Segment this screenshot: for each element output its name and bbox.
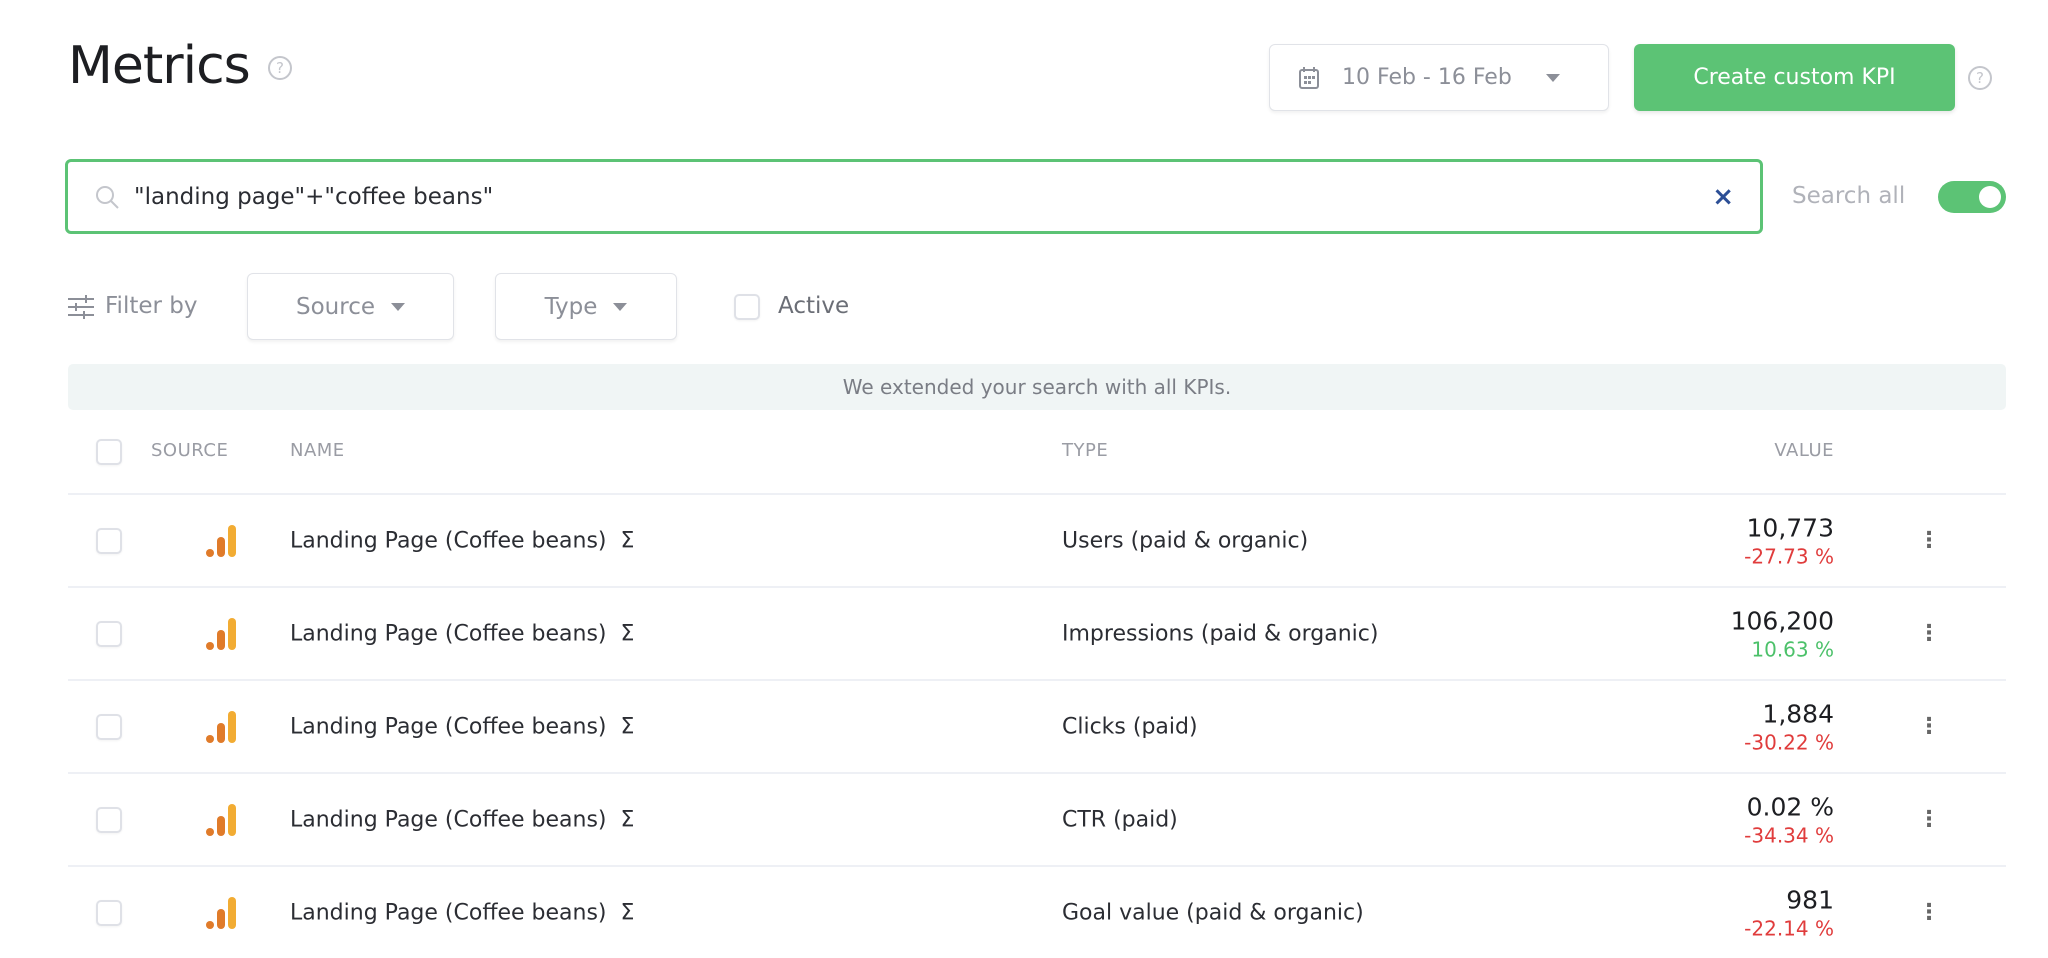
table-row[interactable]: Landing Page (Coffee beans) Σ Users (pai… [68, 493, 2006, 586]
google-analytics-icon [206, 896, 236, 929]
kpi-name[interactable]: Landing Page (Coffee beans) Σ [290, 900, 634, 925]
kpi-name-text: Landing Page (Coffee beans) [290, 528, 607, 553]
source-filter-dropdown[interactable]: Source [247, 273, 454, 340]
kpi-value-cell: 106,200 10.63 % [1731, 606, 1834, 661]
search-input[interactable] [134, 183, 1713, 210]
search-all-label: Search all [1792, 183, 1906, 209]
kpi-value-cell: 0.02 % -34.34 % [1744, 792, 1834, 847]
search-all-toggle[interactable] [1938, 181, 2006, 213]
kpi-value-cell: 1,884 -30.22 % [1744, 699, 1834, 754]
column-header-source[interactable]: SOURCE [151, 440, 229, 461]
more-options-icon[interactable]: ⋮ [1918, 806, 1940, 832]
google-analytics-icon [206, 524, 236, 557]
more-options-icon[interactable]: ⋮ [1918, 620, 1940, 646]
type-filter-dropdown[interactable]: Type [495, 273, 677, 340]
active-label: Active [778, 293, 850, 319]
kpi-name[interactable]: Landing Page (Coffee beans) Σ [290, 621, 634, 646]
filter-sliders-icon [68, 295, 94, 319]
kpi-type: Goal value (paid & organic) [1062, 900, 1364, 925]
help-icon[interactable]: ? [1968, 66, 1992, 90]
date-range-label: 10 Feb - 16 Feb [1342, 65, 1512, 90]
table-row[interactable]: Landing Page (Coffee beans) Σ CTR (paid)… [68, 772, 2006, 865]
row-checkbox[interactable] [96, 620, 122, 647]
calendar-icon [1299, 66, 1319, 89]
date-range-picker[interactable]: 10 Feb - 16 Feb [1269, 44, 1609, 111]
column-header-value[interactable]: VALUE [1774, 440, 1834, 461]
row-checkbox[interactable] [96, 713, 122, 740]
sum-icon: Σ [620, 621, 635, 646]
kpi-name-text: Landing Page (Coffee beans) [290, 621, 607, 646]
google-analytics-icon [206, 710, 236, 743]
kpi-value-cell: 981 -22.14 % [1744, 885, 1834, 940]
kpi-value-cell: 10,773 -27.73 % [1744, 513, 1834, 568]
column-header-name[interactable]: NAME [290, 440, 345, 461]
clear-search-icon[interactable]: × [1712, 181, 1734, 212]
kpi-change: -27.73 % [1744, 544, 1834, 568]
kpi-name[interactable]: Landing Page (Coffee beans) Σ [290, 807, 634, 832]
more-options-icon[interactable]: ⋮ [1918, 527, 1940, 553]
row-checkbox[interactable] [96, 899, 122, 926]
kpi-name-text: Landing Page (Coffee beans) [290, 714, 607, 739]
kpi-type: CTR (paid) [1062, 807, 1178, 832]
table-row[interactable]: Landing Page (Coffee beans) Σ Goal value… [68, 865, 2006, 958]
sum-icon: Σ [620, 807, 635, 832]
sum-icon: Σ [620, 900, 635, 925]
more-options-icon[interactable]: ⋮ [1918, 899, 1940, 925]
page-title: Metrics [68, 36, 251, 96]
kpi-type: Clicks (paid) [1062, 714, 1198, 739]
row-checkbox[interactable] [96, 806, 122, 833]
source-filter-label: Source [296, 293, 375, 320]
search-icon [96, 185, 119, 209]
kpi-name-text: Landing Page (Coffee beans) [290, 900, 607, 925]
sum-icon: Σ [620, 528, 635, 553]
kpi-type: Impressions (paid & organic) [1062, 621, 1379, 646]
kpi-value: 106,200 [1730, 606, 1834, 635]
column-header-type[interactable]: TYPE [1062, 440, 1109, 461]
google-analytics-icon [206, 803, 236, 836]
kpi-change: -34.34 % [1744, 823, 1834, 847]
select-all-checkbox[interactable] [96, 439, 122, 465]
kpi-change: 10.63 % [1751, 637, 1834, 661]
search-field[interactable]: × [65, 159, 1763, 234]
kpi-value: 1,884 [1762, 699, 1834, 728]
type-filter-label: Type [544, 293, 598, 320]
kpi-value: 10,773 [1746, 513, 1834, 542]
active-checkbox[interactable] [734, 294, 760, 320]
kpi-value: 0.02 % [1746, 792, 1834, 821]
kpi-change: -30.22 % [1744, 730, 1834, 754]
google-analytics-icon [206, 617, 236, 650]
sum-icon: Σ [620, 714, 635, 739]
chevron-down-icon [1545, 73, 1560, 82]
table-row[interactable]: Landing Page (Coffee beans) Σ Impression… [68, 586, 2006, 679]
create-custom-kpi-button[interactable]: Create custom KPI [1634, 44, 1955, 111]
kpi-name-text: Landing Page (Coffee beans) [290, 807, 607, 832]
chevron-down-icon [613, 302, 628, 311]
search-extended-banner: We extended your search with all KPIs. [68, 364, 2006, 410]
chevron-down-icon [391, 302, 405, 311]
kpi-value: 981 [1786, 885, 1834, 914]
row-checkbox[interactable] [96, 527, 122, 554]
kpi-change: -22.14 % [1744, 916, 1834, 940]
kpi-name[interactable]: Landing Page (Coffee beans) Σ [290, 714, 634, 739]
table-row[interactable]: Landing Page (Coffee beans) Σ Clicks (pa… [68, 679, 2006, 772]
more-options-icon[interactable]: ⋮ [1918, 713, 1940, 739]
kpi-type: Users (paid & organic) [1062, 528, 1309, 553]
help-icon[interactable]: ? [268, 56, 292, 80]
kpi-name[interactable]: Landing Page (Coffee beans) Σ [290, 528, 634, 553]
filter-by-label: Filter by [105, 293, 198, 319]
